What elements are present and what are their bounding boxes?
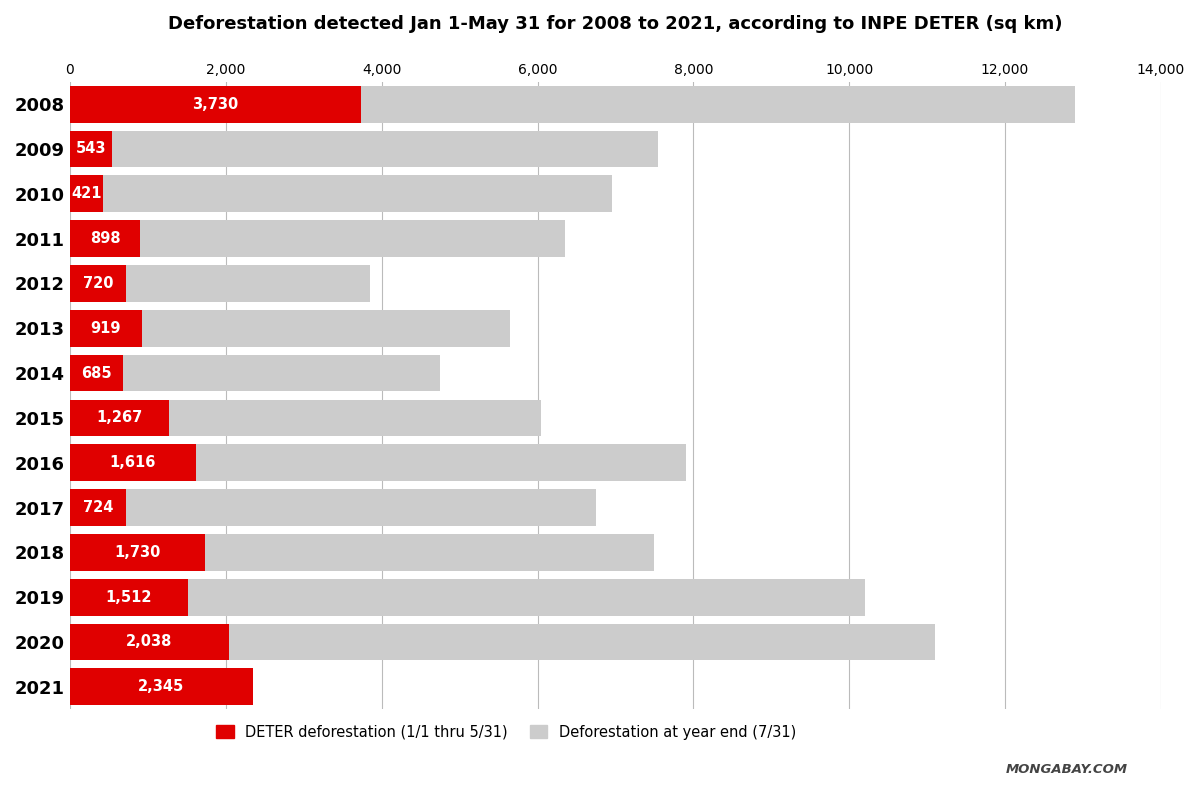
Bar: [70, 175, 103, 212]
Title: Deforestation detected Jan 1-May 31 for 2008 to 2021, according to INPE DETER (s: Deforestation detected Jan 1-May 31 for …: [168, 15, 1063, 33]
Bar: [70, 310, 142, 346]
Bar: [70, 399, 541, 436]
Text: 1,512: 1,512: [106, 590, 152, 605]
Bar: [70, 354, 124, 391]
Bar: [70, 534, 205, 570]
Text: 919: 919: [90, 321, 121, 336]
Bar: [70, 578, 188, 615]
Text: 1,267: 1,267: [96, 410, 143, 426]
Bar: [70, 220, 140, 257]
Text: MONGABAY.COM: MONGABAY.COM: [1006, 763, 1128, 776]
Bar: [70, 130, 659, 167]
Text: 685: 685: [82, 366, 112, 381]
Bar: [70, 265, 126, 302]
Text: 2,038: 2,038: [126, 634, 173, 650]
Text: 1,616: 1,616: [109, 455, 156, 470]
Bar: [70, 578, 865, 615]
Bar: [70, 265, 370, 302]
Text: 421: 421: [71, 186, 102, 202]
Bar: [70, 668, 253, 705]
Text: 2,345: 2,345: [138, 679, 185, 694]
Bar: [70, 310, 510, 346]
Text: 720: 720: [83, 276, 113, 291]
Bar: [70, 175, 612, 212]
Bar: [70, 86, 1075, 122]
Bar: [70, 623, 935, 660]
Bar: [70, 489, 126, 526]
Bar: [70, 534, 654, 570]
Text: 724: 724: [83, 500, 113, 515]
Text: 1,730: 1,730: [114, 545, 161, 560]
Bar: [70, 130, 113, 167]
Bar: [70, 86, 361, 122]
Bar: [70, 623, 229, 660]
Bar: [70, 489, 596, 526]
Bar: [70, 444, 196, 481]
Legend: DETER deforestation (1/1 thru 5/31), Deforestation at year end (7/31): DETER deforestation (1/1 thru 5/31), Def…: [210, 719, 803, 746]
Text: 3,730: 3,730: [192, 97, 239, 112]
Bar: [70, 399, 169, 436]
Text: 898: 898: [90, 231, 120, 246]
Bar: [70, 220, 565, 257]
Bar: [70, 354, 440, 391]
Text: 543: 543: [76, 142, 107, 157]
Bar: [70, 444, 685, 481]
